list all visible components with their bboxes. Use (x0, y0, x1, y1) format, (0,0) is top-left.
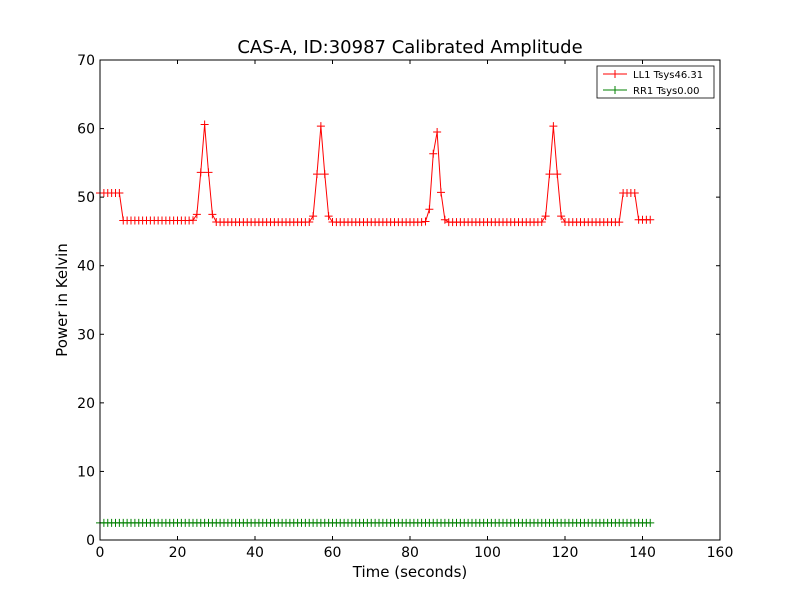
x-tick-label: 20 (169, 545, 187, 561)
data-point (537, 217, 546, 226)
data-point (196, 168, 205, 177)
legend-label-ll1: LL1 Tsys46.31 (633, 70, 703, 81)
data-point (553, 170, 562, 179)
legend-box (596, 65, 715, 99)
series-layer (96, 120, 655, 527)
data-point (320, 170, 329, 179)
legend-label-rr1: RR1 Tsys0.00 (633, 86, 700, 97)
y-tick-label: 20 (77, 396, 95, 412)
y-tick-label: 40 (77, 259, 95, 275)
ticks-layer: 0 20 40 60 80 100 120 140 160 0 10 20 30 40 50 60 70 (77, 53, 733, 561)
x-tick-label: 140 (629, 545, 656, 561)
data-point (646, 518, 655, 527)
plot-frame (99, 59, 721, 541)
data-point (433, 128, 442, 136)
chart-title: CAS-A, ID:30987 Calibrated Amplitude (237, 37, 582, 58)
data-point (200, 120, 209, 129)
data-point (417, 218, 426, 227)
y-tick-label: 70 (77, 53, 95, 69)
legend: LL1 Tsys46.31 RR1 Tsys0.00 (596, 65, 715, 99)
y-tick-label: 10 (77, 464, 95, 480)
x-tick-label: 100 (474, 545, 501, 561)
data-point (630, 189, 639, 198)
y-tick-label: 60 (77, 122, 95, 138)
data-point (437, 188, 445, 197)
data-point (549, 122, 558, 131)
x-tick-label: 60 (324, 545, 342, 561)
data-point (192, 210, 201, 219)
x-tick-label: 120 (552, 545, 579, 561)
y-tick-label: 50 (77, 190, 95, 206)
data-point (615, 218, 624, 227)
data-point (324, 212, 333, 221)
data-point (316, 122, 325, 131)
data-point (313, 170, 321, 179)
data-point (545, 170, 554, 179)
y-tick-label: 30 (77, 327, 95, 343)
data-point (646, 215, 655, 224)
data-point (557, 212, 566, 221)
y-axis-label: Power in Kelvin (53, 243, 71, 357)
data-point (189, 216, 197, 225)
legend-marker-rr1 (611, 86, 619, 94)
data-point (115, 189, 124, 198)
data-point (204, 168, 213, 177)
x-tick-label: 160 (707, 545, 734, 561)
data-point (425, 205, 434, 214)
x-axis-label: Time (seconds) (352, 563, 468, 581)
data-point (541, 212, 550, 221)
y-tick-label: 0 (86, 533, 95, 549)
x-tick-label: 0 (96, 545, 105, 561)
legend-marker-ll1 (611, 70, 619, 78)
x-tick-label: 80 (401, 545, 419, 561)
x-tick-label: 40 (246, 545, 264, 561)
series-line-0 (100, 124, 651, 223)
data-point (305, 217, 314, 226)
data-point (208, 210, 217, 219)
data-point (429, 149, 438, 158)
data-point (309, 212, 318, 221)
data-point (421, 217, 430, 226)
